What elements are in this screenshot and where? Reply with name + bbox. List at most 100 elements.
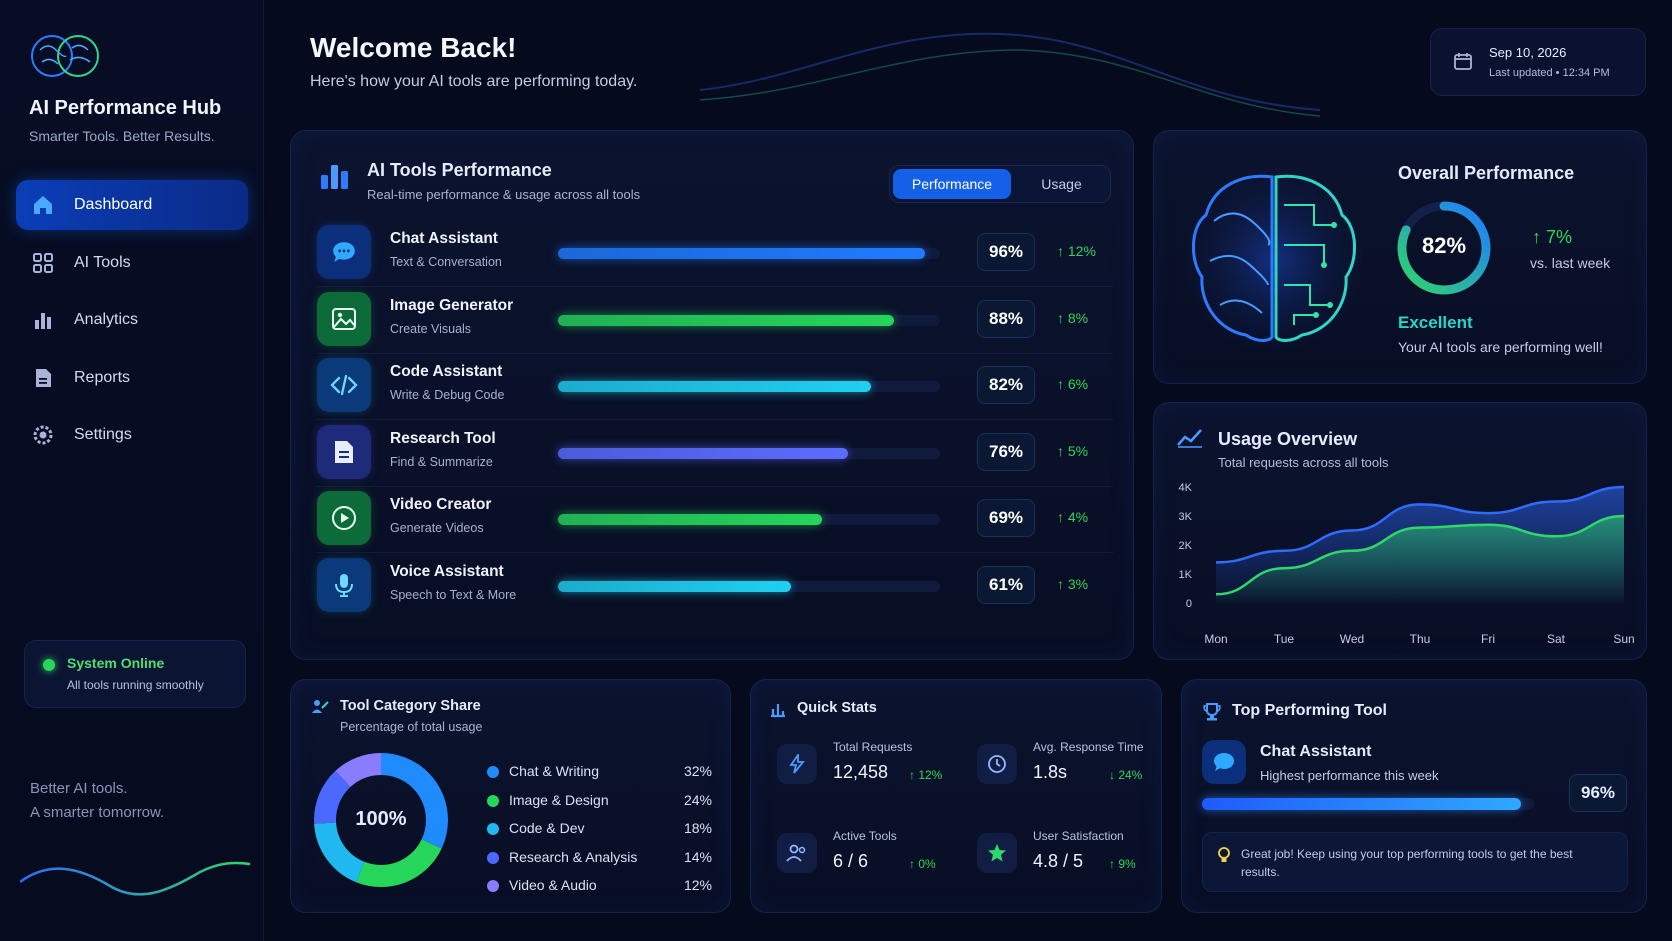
legend-value: 12%: [683, 877, 712, 893]
tool-description: Generate Videos: [390, 521, 484, 535]
top-tool-title: Top Performing Tool: [1232, 702, 1387, 719]
tool-description: Write & Debug Code: [390, 388, 505, 402]
x-tick-label: Tue: [1274, 632, 1295, 646]
usage-area-chart: 0 1K 2K 3K 4K Mon Tue Wed Thu Fri Sat Sun: [1179, 482, 1635, 646]
sidebar-item-ai-tools[interactable]: AI Tools: [16, 238, 248, 288]
trophy-icon: [1203, 703, 1221, 721]
quick-stat-item: Active Tools 6 / 6 ↑ 0%: [759, 815, 949, 895]
stat-label: Avg. Response Time: [1033, 740, 1144, 754]
legend-name: Video & Audio: [509, 877, 597, 893]
tool-percentage: 96%: [977, 233, 1035, 271]
donut-slice: [314, 753, 448, 887]
quick-stat-item: Total Requests 12,458 ↑ 12%: [759, 726, 949, 806]
header-wave-decoration-icon: [700, 32, 1320, 117]
tool-row[interactable]: Video Creator Generate Videos 69% ↑ 4%: [317, 483, 1113, 553]
tab-performance[interactable]: Performance: [893, 169, 1011, 199]
tool-percentage: 76%: [977, 432, 1035, 471]
legend-dot-icon: [487, 794, 499, 807]
tool-description: Text & Conversation: [390, 255, 502, 269]
y-tick-label: 3K: [1179, 511, 1193, 523]
brain-logo-icon: [31, 35, 99, 77]
legend-name: Research & Analysis: [509, 848, 638, 865]
chat-bubble-icon: [1202, 740, 1246, 784]
trend-line-icon: [1177, 429, 1202, 448]
status-title: System Online: [67, 655, 165, 671]
page-title: Welcome Back!: [310, 32, 517, 63]
donut-slice: [314, 753, 448, 887]
tool-percentage: 61%: [977, 565, 1035, 604]
calendar-icon: [1454, 53, 1472, 70]
stats-icon: [771, 704, 785, 718]
sidebar-item-settings[interactable]: Settings: [16, 410, 248, 460]
sidebar-nav: Dashboard AI Tools Analytics Reports Set…: [16, 180, 248, 468]
tool-description: Find & Summarize: [390, 454, 493, 469]
tool-progress-bar: [558, 447, 940, 459]
x-tick-label: Thu: [1410, 632, 1431, 646]
performance-usage-toggle: Performance Usage: [889, 165, 1111, 203]
usage-overview-card: Usage Overview Total requests across all…: [1153, 402, 1647, 660]
legend-item: Image & Design 24%: [487, 791, 712, 811]
stat-value: 4.8 / 5: [1033, 851, 1084, 871]
tool-row[interactable]: Image Generator Create Visuals 88% ↑ 8%: [317, 284, 1113, 354]
top-tool-progress-bar: [1202, 798, 1534, 810]
donut-slice: [314, 753, 448, 887]
last-updated: Last updated • 12:34 PM: [1489, 67, 1610, 79]
tool-name: Voice Assistant: [390, 562, 504, 580]
current-date: Sep 10, 2026: [1489, 45, 1567, 60]
series-line: [1215, 485, 1625, 564]
stat-label: User Satisfaction: [1033, 829, 1124, 843]
legend-name: Chat & Writing: [509, 763, 599, 779]
overall-delta: ↑ 7%: [1532, 227, 1573, 247]
tab-usage[interactable]: Usage: [1041, 176, 1082, 192]
tool-row[interactable]: Research Tool Find & Summarize 76% ↑ 5%: [317, 417, 1113, 487]
date-panel[interactable]: Sep 10, 2026 Last updated • 12:34 PM: [1430, 28, 1646, 96]
stat-delta: ↓ 24%: [1109, 768, 1143, 782]
x-tick-label: Sat: [1547, 632, 1566, 646]
legend-value: 32%: [683, 763, 712, 779]
tool-progress-bar: [558, 381, 940, 392]
tagline-line-1: Better AI tools.: [30, 780, 128, 797]
brand-title: AI Performance Hub: [29, 97, 222, 119]
tool-name: Code Assistant: [390, 363, 503, 380]
legend-dot-icon: [487, 880, 499, 892]
legend-item: Video & Audio 12%: [487, 876, 712, 896]
image-icon: [317, 291, 371, 346]
tool-row[interactable]: Code Assistant Write & Debug Code 82% ↑ …: [317, 350, 1113, 420]
tool-percentage: 88%: [977, 299, 1035, 338]
y-tick-label: 2K: [1179, 540, 1193, 552]
sidebar-item-dashboard[interactable]: Dashboard: [16, 180, 248, 230]
tool-row[interactable]: Chat Assistant Text & Conversation 96% ↑…: [317, 217, 1113, 287]
tagline-line-2: A smarter tomorrow.: [30, 804, 165, 821]
top-tool-name: Chat Assistant: [1260, 743, 1372, 760]
tip-text: Great job! Keep using your top performin…: [1241, 847, 1573, 879]
series-area: [1216, 516, 1624, 603]
sidebar-item-analytics[interactable]: Analytics: [16, 295, 248, 345]
status-subtitle: All tools running smoothly: [67, 678, 204, 692]
gear-icon: [32, 424, 54, 446]
tool-row[interactable]: Voice Assistant Speech to Text & More 61…: [317, 550, 1113, 620]
performance-title: AI Tools Performance: [367, 160, 552, 180]
quick-stats-title: Quick Stats: [797, 700, 877, 716]
tool-description: Create Visuals: [390, 321, 472, 336]
legend-item: Code & Dev 18%: [487, 819, 712, 839]
legend-name: Image & Design: [509, 791, 609, 808]
sidebar: AI Performance Hub Smarter Tools. Better…: [0, 0, 264, 941]
tool-percentage: 69%: [977, 499, 1035, 537]
sidebar-item-label: Analytics: [74, 311, 139, 328]
system-status: System Online All tools running smoothly: [24, 640, 246, 708]
document-icon: [32, 367, 54, 389]
donut-center-label: 100%: [355, 808, 407, 830]
stat-label: Active Tools: [833, 829, 897, 843]
tool-name: Image Generator: [390, 296, 514, 314]
legend-name: Code & Dev: [509, 820, 585, 836]
stat-value: 6 / 6: [833, 851, 869, 871]
y-tick-label: 0: [1186, 598, 1192, 610]
performance-subtitle: Real-time performance & usage across all…: [367, 187, 641, 202]
bar-chart-icon: [32, 309, 54, 331]
top-performing-tool-card: Top Performing Tool Chat Assistant Highe…: [1181, 679, 1647, 913]
overall-title: Overall Performance: [1398, 163, 1575, 183]
stat-delta: ↑ 9%: [1109, 857, 1136, 871]
sidebar-item-reports[interactable]: Reports: [16, 353, 248, 403]
overall-progress-ring: [1397, 201, 1491, 295]
sidebar-item-label: Dashboard: [74, 196, 153, 213]
